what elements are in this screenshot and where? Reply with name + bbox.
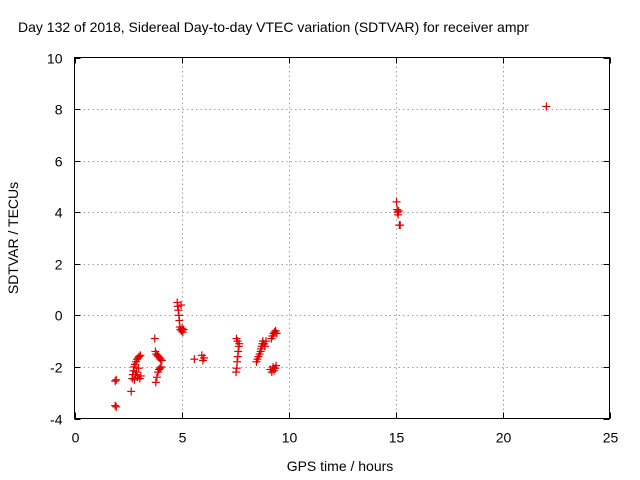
data-point (135, 352, 144, 361)
y-tick-label: -2 (50, 360, 63, 376)
data-point (127, 387, 136, 396)
y-axis-title: SDTVAR / TECUs (5, 182, 21, 294)
data-point (234, 347, 243, 356)
x-tick-label: 5 (179, 430, 187, 446)
data-point (134, 364, 143, 373)
axis-ticks: 0 5 10 15 20 25 -4 -2 0 2 4 6 8 10 (47, 51, 619, 446)
data-point (152, 373, 161, 382)
data-point (136, 371, 145, 380)
data-points (111, 102, 551, 411)
y-tick-label: 6 (55, 154, 63, 170)
data-point (157, 356, 166, 365)
data-point (232, 368, 241, 377)
data-point (112, 402, 121, 411)
y-tick-label: 0 (55, 308, 63, 324)
x-axis-title: GPS time / hours (287, 458, 394, 474)
data-point (177, 301, 186, 310)
data-point (394, 210, 403, 219)
data-point (111, 401, 120, 410)
data-point (190, 355, 199, 364)
data-point (156, 364, 165, 373)
data-point (272, 361, 281, 370)
x-tick-label: 20 (496, 430, 512, 446)
y-tick-label: 8 (55, 102, 63, 118)
plot-frame (74, 57, 610, 419)
y-tick-label: 4 (55, 205, 63, 221)
x-tick-label: 15 (389, 430, 405, 446)
data-point (112, 375, 121, 384)
data-point (396, 221, 405, 230)
x-tick-label: 25 (603, 430, 619, 446)
data-point (179, 325, 188, 334)
x-tick-label: 0 (72, 430, 80, 446)
data-point (178, 324, 187, 333)
data-point (235, 339, 244, 348)
data-point (156, 355, 165, 364)
data-point (542, 102, 551, 111)
x-tick-label: 10 (282, 430, 298, 446)
y-tick-label: -4 (50, 412, 63, 428)
chart-title: Day 132 of 2018, Sidereal Day-to-day VTE… (18, 19, 529, 35)
data-point (174, 306, 183, 315)
data-point (111, 377, 120, 386)
data-point (199, 353, 208, 362)
data-point (173, 302, 182, 311)
data-point (157, 362, 166, 371)
y-tick-label: 2 (55, 257, 63, 273)
data-point (260, 342, 269, 351)
data-point (394, 206, 403, 215)
data-point (392, 197, 401, 206)
data-point (233, 357, 242, 366)
data-point (136, 351, 145, 360)
data-point (262, 337, 271, 346)
grid (74, 57, 610, 419)
data-point (150, 334, 159, 343)
data-point (272, 329, 281, 338)
y-tick-label: 10 (47, 51, 63, 67)
data-point (151, 378, 160, 387)
